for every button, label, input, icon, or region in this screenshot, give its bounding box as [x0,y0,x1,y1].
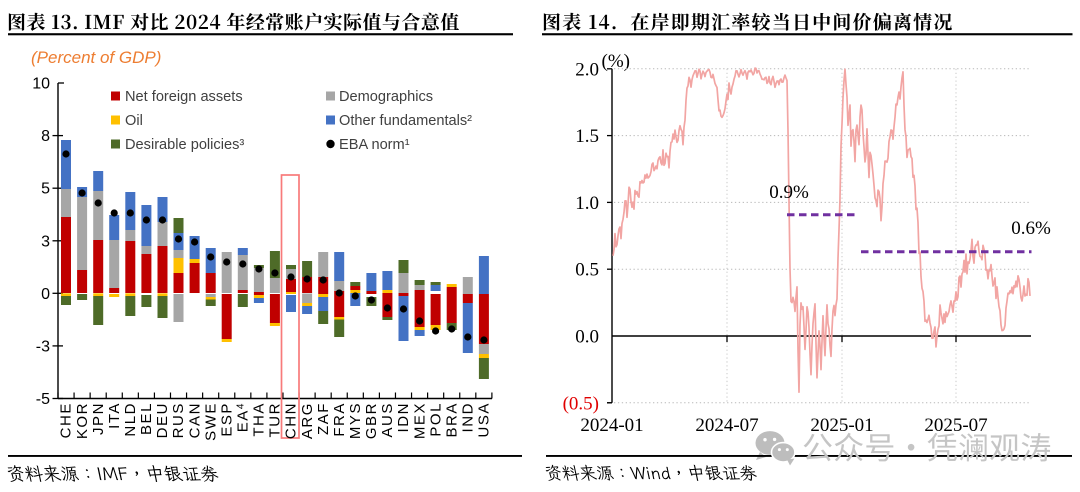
svg-text:GBR: GBR [363,402,380,439]
svg-text:2024-07: 2024-07 [695,415,758,436]
svg-text:FRA: FRA [331,402,348,437]
svg-text:0.5: 0.5 [575,260,599,281]
svg-text:EA4: EA4 [235,402,252,432]
svg-text:SWE: SWE [202,402,219,441]
svg-text:MYS: MYS [347,402,364,439]
svg-text:5: 5 [41,181,50,198]
svg-text:2025-01: 2025-01 [810,415,873,436]
svg-text:(%): (%) [602,51,630,72]
svg-text:DEU: DEU [154,402,171,438]
svg-text:1.5: 1.5 [575,126,599,147]
svg-text:CHE: CHE [58,402,75,438]
svg-text:Demographics: Demographics [339,89,433,105]
svg-text:NLD: NLD [122,402,139,437]
svg-text:KOR: KOR [74,402,91,439]
svg-text:THA: THA [251,402,268,437]
svg-text:ESP: ESP [218,402,235,437]
svg-text:Oil: Oil [125,113,143,129]
svg-text:POL: POL [427,402,444,437]
svg-text:-3: -3 [36,338,50,355]
svg-text:ITA: ITA [106,402,123,429]
svg-text:IND: IND [460,402,477,432]
svg-text:USA: USA [476,402,493,438]
svg-text:AUS: AUS [379,402,396,438]
svg-text:IDN: IDN [395,402,412,432]
svg-text:BRA: BRA [443,402,460,438]
svg-text:(Percent of GDP): (Percent of GDP) [31,48,161,67]
svg-text:(0.5): (0.5) [563,393,599,414]
svg-text:TUR: TUR [267,402,284,437]
svg-text:-5: -5 [36,391,50,408]
svg-text:0.9%: 0.9% [769,182,809,203]
svg-text:CAN: CAN [186,402,203,438]
svg-text:Net foreign assets: Net foreign assets [125,89,243,105]
svg-text:ARG: ARG [299,402,316,439]
svg-text:RUS: RUS [170,402,187,438]
svg-text:BEL: BEL [138,402,155,435]
svg-text:8: 8 [41,128,50,145]
svg-text:2.0: 2.0 [575,59,599,80]
svg-text:Other fundamentals²: Other fundamentals² [339,113,472,129]
svg-text:JPN: JPN [90,402,107,435]
svg-text:0.0: 0.0 [575,327,599,348]
svg-text:ZAF: ZAF [315,402,332,435]
svg-text:MEX: MEX [411,402,428,439]
svg-text:Desirable policies³: Desirable policies³ [125,137,244,153]
svg-text:CHN: CHN [283,402,300,439]
svg-text:10: 10 [32,76,50,93]
svg-text:1.0: 1.0 [575,193,599,214]
svg-text:2025-07: 2025-07 [924,415,987,436]
svg-text:2024-01: 2024-01 [580,415,643,436]
svg-text:EBA norm¹: EBA norm¹ [339,137,410,153]
svg-text:3: 3 [41,233,50,250]
svg-text:0.6%: 0.6% [1011,218,1051,239]
svg-text:0: 0 [41,286,50,303]
